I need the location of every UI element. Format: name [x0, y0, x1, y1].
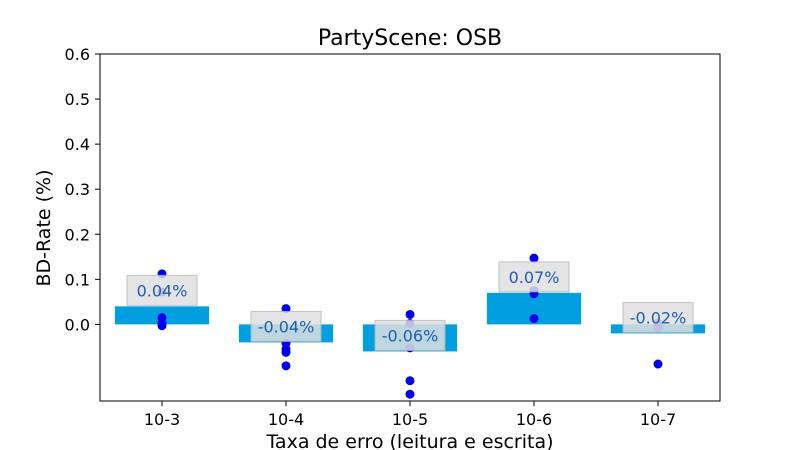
data-point	[405, 309, 415, 319]
data-point	[281, 361, 291, 371]
value-label: -0.04%	[258, 317, 315, 336]
axes-layer: 0.0 0.1 0.2 0.3 0.4 0.5 0.6 10-3 10-4 10-5 10-6 10-…	[65, 45, 721, 429]
y-tick-label: 0.5	[65, 90, 90, 109]
data-point	[529, 253, 539, 263]
value-labels-layer: 0.04% -0.04% -0.06% 0.07% -0.02%	[126, 261, 694, 351]
value-label-box	[498, 261, 570, 293]
value-label: -0.06%	[382, 326, 439, 345]
x-tick-label: 10-6	[516, 410, 552, 429]
data-point	[529, 314, 539, 324]
y-tick-label: 0.3	[65, 180, 90, 199]
y-tick-label: 0.6	[65, 45, 90, 64]
x-tick-label: 10-7	[640, 410, 676, 429]
data-point	[405, 389, 415, 399]
value-label: 0.04%	[137, 281, 188, 300]
y-tick-label: 0.0	[65, 315, 90, 334]
y-tick-label: 0.1	[65, 270, 90, 289]
value-label-box	[126, 274, 198, 306]
value-label-box	[622, 301, 694, 333]
value-label: -0.02%	[630, 308, 687, 327]
x-tick-label: 10-5	[392, 410, 428, 429]
x-tick-label: 10-3	[144, 410, 180, 429]
y-tick-label: 0.4	[65, 135, 90, 154]
x-tick-label: 10-4	[268, 410, 304, 429]
chart-title: PartyScene: OSB	[318, 26, 502, 51]
y-tick-label: 0.2	[65, 225, 90, 244]
data-point	[653, 359, 663, 369]
data-point	[157, 321, 167, 331]
value-label-box	[374, 319, 446, 351]
data-point	[281, 347, 291, 357]
data-point	[281, 304, 291, 314]
y-axis-label: BD-Rate (%)	[33, 169, 55, 286]
value-label: 0.07%	[509, 268, 560, 287]
data-point	[405, 376, 415, 386]
x-axis-label: Taxa de erro (leitura e escrita)	[265, 431, 553, 450]
value-label-box	[250, 310, 322, 342]
